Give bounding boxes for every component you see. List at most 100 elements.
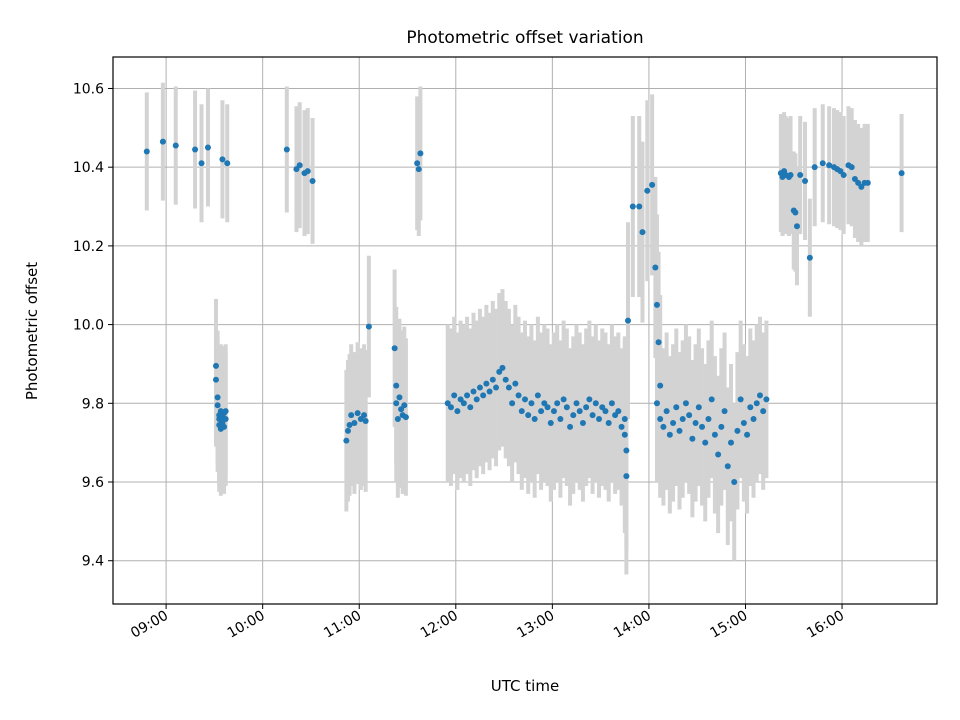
data-point [515, 392, 522, 399]
data-point [787, 172, 794, 179]
data-point [592, 400, 599, 407]
data-point [695, 404, 702, 411]
data-point [402, 414, 409, 421]
data-point [819, 160, 826, 167]
data-point [718, 423, 725, 430]
data-point [467, 404, 474, 411]
x-tick-label: 09:00 [128, 608, 171, 642]
data-point [213, 376, 219, 383]
data-point [686, 412, 693, 419]
data-point [708, 396, 715, 403]
data-point [361, 412, 368, 419]
data-point [554, 400, 561, 407]
data-point [689, 435, 696, 442]
data-point [362, 418, 369, 425]
data-point [576, 408, 583, 415]
y-tick-label: 10.6 [73, 81, 104, 97]
x-axis-label: UTC time [491, 677, 559, 695]
x-axis: 09:00 10:00 11:00 12:00 13:00 14:00 15:00 16:00 [128, 604, 847, 642]
x-tick-label: 13:00 [514, 608, 557, 642]
data-point [605, 419, 612, 426]
data-point [705, 416, 712, 423]
data-point [652, 264, 659, 271]
data-point [763, 396, 770, 403]
data-point [518, 408, 525, 415]
data-point [415, 166, 422, 173]
data-point [629, 203, 636, 210]
data-point [811, 164, 818, 171]
y-tick-label: 9.6 [82, 475, 104, 491]
data-point [724, 463, 731, 470]
data-point [550, 408, 557, 415]
data-point [417, 150, 424, 157]
data-point [499, 364, 506, 371]
data-point [682, 400, 689, 407]
data-point [792, 209, 799, 216]
data-point [351, 419, 358, 426]
data-point [192, 146, 199, 153]
data-point [625, 317, 631, 324]
data-point [731, 479, 738, 486]
data-point [414, 160, 421, 167]
data-point [673, 404, 680, 411]
data-point [531, 416, 538, 423]
data-point [793, 223, 800, 230]
data-point [346, 421, 353, 428]
data-point [143, 148, 150, 155]
data-point [470, 388, 477, 395]
data-point [512, 380, 519, 387]
y-tick-label: 10.0 [73, 318, 104, 334]
data-point [570, 412, 577, 419]
data-point [747, 404, 754, 411]
data-point [502, 376, 509, 383]
data-point [172, 142, 179, 149]
data-point [657, 382, 664, 389]
data-point [505, 384, 512, 391]
data-point [692, 419, 699, 426]
data-point [618, 423, 625, 430]
y-tick-label: 10.2 [73, 239, 104, 255]
data-point [214, 394, 221, 401]
data-point [560, 396, 567, 403]
data-point [486, 388, 493, 395]
data-points [143, 138, 905, 486]
data-point [394, 416, 401, 423]
data-point [744, 431, 751, 438]
data-point [756, 392, 763, 399]
x-tick-label: 16:00 [804, 608, 847, 642]
data-point [649, 181, 656, 188]
data-point [644, 187, 651, 194]
data-point [343, 437, 350, 444]
data-point [483, 380, 490, 387]
data-point [670, 419, 677, 426]
data-point [489, 376, 496, 383]
data-point [848, 164, 855, 171]
data-point [401, 402, 408, 409]
data-point [653, 400, 660, 407]
x-tick-label: 11:00 [321, 608, 364, 642]
data-point [573, 400, 580, 407]
data-point [522, 396, 528, 403]
data-point [557, 416, 564, 423]
data-point [615, 408, 622, 415]
data-point [596, 416, 603, 423]
data-point [740, 419, 747, 426]
data-point [653, 301, 660, 308]
data-point [567, 423, 574, 430]
x-tick-label: 15:00 [708, 608, 751, 642]
data-point [509, 400, 516, 407]
data-point [365, 323, 372, 330]
data-point [224, 160, 231, 167]
data-point [586, 396, 593, 403]
data-point [393, 382, 400, 389]
data-point [393, 400, 400, 407]
data-point [864, 179, 871, 186]
data-point [454, 408, 461, 415]
data-point [797, 172, 804, 179]
data-point [676, 427, 683, 434]
data-point [213, 362, 219, 369]
data-point [753, 400, 760, 407]
data-point [219, 156, 226, 163]
data-point [721, 408, 728, 415]
